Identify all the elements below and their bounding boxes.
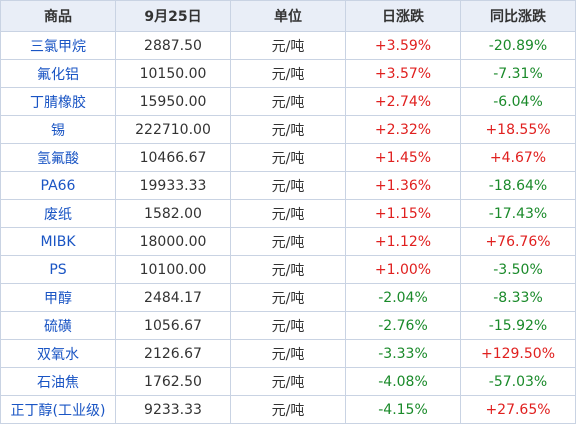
yoy-change-cell: -17.43% — [460, 199, 576, 228]
unit-cell: 元/吨 — [230, 395, 346, 424]
commodity-name-link[interactable]: 丁腈橡胶 — [0, 87, 116, 116]
commodity-name-link[interactable]: 锡 — [0, 115, 116, 144]
price-cell: 18000.00 — [115, 227, 231, 256]
unit-cell: 元/吨 — [230, 367, 346, 396]
table-row: 石油焦 1762.50 元/吨 -4.08% -57.03% — [0, 367, 576, 396]
unit-cell: 元/吨 — [230, 31, 346, 60]
daily-change-cell: +1.36% — [345, 171, 461, 200]
unit-cell: 元/吨 — [230, 143, 346, 172]
header-yoy-change[interactable]: 同比涨跌 — [460, 0, 576, 32]
table-row: 硫磺 1056.67 元/吨 -2.76% -15.92% — [0, 311, 576, 340]
price-cell: 1056.67 — [115, 311, 231, 340]
daily-change-cell: -4.15% — [345, 395, 461, 424]
commodity-name-link[interactable]: 双氧水 — [0, 339, 116, 368]
yoy-change-cell: +4.67% — [460, 143, 576, 172]
unit-cell: 元/吨 — [230, 339, 346, 368]
table-row: 氟化铝 10150.00 元/吨 +3.57% -7.31% — [0, 59, 576, 88]
daily-change-cell: +2.74% — [345, 87, 461, 116]
price-cell: 222710.00 — [115, 115, 231, 144]
yoy-change-cell: -15.92% — [460, 311, 576, 340]
price-cell: 2887.50 — [115, 31, 231, 60]
unit-cell: 元/吨 — [230, 59, 346, 88]
yoy-change-cell: -8.33% — [460, 283, 576, 312]
yoy-change-cell: +129.50% — [460, 339, 576, 368]
header-commodity[interactable]: 商品 — [0, 0, 116, 32]
commodity-name-link[interactable]: 废纸 — [0, 199, 116, 228]
table-row: PA66 19933.33 元/吨 +1.36% -18.64% — [0, 171, 576, 200]
table-row: 双氧水 2126.67 元/吨 -3.33% +129.50% — [0, 339, 576, 368]
daily-change-cell: +1.45% — [345, 143, 461, 172]
table-row: 正丁醇(工业级) 9233.33 元/吨 -4.15% +27.65% — [0, 395, 576, 424]
table-row: MIBK 18000.00 元/吨 +1.12% +76.76% — [0, 227, 576, 256]
unit-cell: 元/吨 — [230, 283, 346, 312]
unit-cell: 元/吨 — [230, 199, 346, 228]
price-cell: 19933.33 — [115, 171, 231, 200]
commodity-name-link[interactable]: MIBK — [0, 227, 116, 256]
table-row: 氢氟酸 10466.67 元/吨 +1.45% +4.67% — [0, 143, 576, 172]
commodity-name-link[interactable]: 三氯甲烷 — [0, 31, 116, 60]
unit-cell: 元/吨 — [230, 171, 346, 200]
yoy-change-cell: -57.03% — [460, 367, 576, 396]
price-cell: 10466.67 — [115, 143, 231, 172]
yoy-change-cell: -3.50% — [460, 255, 576, 284]
price-cell: 2126.67 — [115, 339, 231, 368]
commodity-name-link[interactable]: 正丁醇(工业级) — [0, 395, 116, 424]
daily-change-cell: -4.08% — [345, 367, 461, 396]
table-row: 废纸 1582.00 元/吨 +1.15% -17.43% — [0, 199, 576, 228]
commodity-name-link[interactable]: 甲醇 — [0, 283, 116, 312]
price-cell: 1762.50 — [115, 367, 231, 396]
header-daily-change[interactable]: 日涨跌 — [345, 0, 461, 32]
table-row: 丁腈橡胶 15950.00 元/吨 +2.74% -6.04% — [0, 87, 576, 116]
unit-cell: 元/吨 — [230, 227, 346, 256]
daily-change-cell: -2.04% — [345, 283, 461, 312]
price-cell: 9233.33 — [115, 395, 231, 424]
table-row: 三氯甲烷 2887.50 元/吨 +3.59% -20.89% — [0, 31, 576, 60]
table-row: 锡 222710.00 元/吨 +2.32% +18.55% — [0, 115, 576, 144]
header-price-date[interactable]: 9月25日 — [115, 0, 231, 32]
yoy-change-cell: -20.89% — [460, 31, 576, 60]
yoy-change-cell: +18.55% — [460, 115, 576, 144]
yoy-change-cell: -18.64% — [460, 171, 576, 200]
daily-change-cell: +1.15% — [345, 199, 461, 228]
daily-change-cell: -3.33% — [345, 339, 461, 368]
unit-cell: 元/吨 — [230, 115, 346, 144]
price-cell: 2484.17 — [115, 283, 231, 312]
table-row: 甲醇 2484.17 元/吨 -2.04% -8.33% — [0, 283, 576, 312]
price-cell: 1582.00 — [115, 199, 231, 228]
price-cell: 15950.00 — [115, 87, 231, 116]
daily-change-cell: +2.32% — [345, 115, 461, 144]
commodity-name-link[interactable]: 石油焦 — [0, 367, 116, 396]
daily-change-cell: -2.76% — [345, 311, 461, 340]
table-row: PS 10100.00 元/吨 +1.00% -3.50% — [0, 255, 576, 284]
yoy-change-cell: +76.76% — [460, 227, 576, 256]
commodity-name-link[interactable]: PA66 — [0, 171, 116, 200]
table-body: 三氯甲烷 2887.50 元/吨 +3.59% -20.89% 氟化铝 10150.00 元/… — [0, 31, 576, 424]
header-row: 商品 9月25日 单位 日涨跌 同比涨跌 — [0, 0, 576, 32]
price-cell: 10150.00 — [115, 59, 231, 88]
yoy-change-cell: +27.65% — [460, 395, 576, 424]
commodity-name-link[interactable]: 氢氟酸 — [0, 143, 116, 172]
daily-change-cell: +3.57% — [345, 59, 461, 88]
unit-cell: 元/吨 — [230, 255, 346, 284]
daily-change-cell: +1.12% — [345, 227, 461, 256]
commodity-name-link[interactable]: 硫磺 — [0, 311, 116, 340]
commodity-name-link[interactable]: PS — [0, 255, 116, 284]
commodity-name-link[interactable]: 氟化铝 — [0, 59, 116, 88]
yoy-change-cell: -7.31% — [460, 59, 576, 88]
unit-cell: 元/吨 — [230, 87, 346, 116]
header-unit[interactable]: 单位 — [230, 0, 346, 32]
unit-cell: 元/吨 — [230, 311, 346, 340]
daily-change-cell: +3.59% — [345, 31, 461, 60]
yoy-change-cell: -6.04% — [460, 87, 576, 116]
price-cell: 10100.00 — [115, 255, 231, 284]
table-header: 商品 9月25日 单位 日涨跌 同比涨跌 — [0, 0, 576, 32]
daily-change-cell: +1.00% — [345, 255, 461, 284]
